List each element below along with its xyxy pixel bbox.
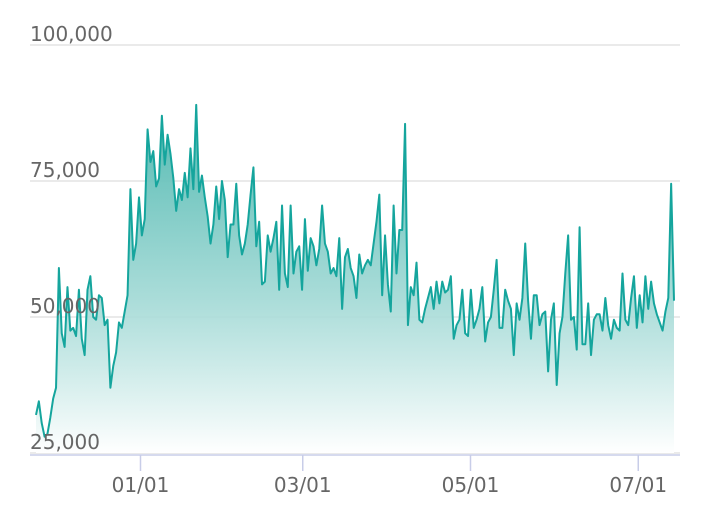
- y-axis-labels: 25,000 50,000 75,000 100,000: [30, 22, 113, 454]
- x-tick-label: 05/01: [442, 473, 500, 497]
- series-area: [36, 104, 674, 453]
- y-tick-label: 25,000: [30, 430, 100, 454]
- x-axis: 01/01 03/01 05/01 07/01: [30, 454, 680, 497]
- y-tick-label: 50,000: [30, 294, 100, 318]
- y-tick-label: 100,000: [30, 22, 113, 46]
- x-tick-label: 03/01: [274, 473, 332, 497]
- y-tick-label: 75,000: [30, 158, 100, 182]
- x-tick-label: 01/01: [112, 473, 170, 497]
- series-line: [35, 103, 675, 438]
- x-tick-label: 07/01: [609, 473, 667, 497]
